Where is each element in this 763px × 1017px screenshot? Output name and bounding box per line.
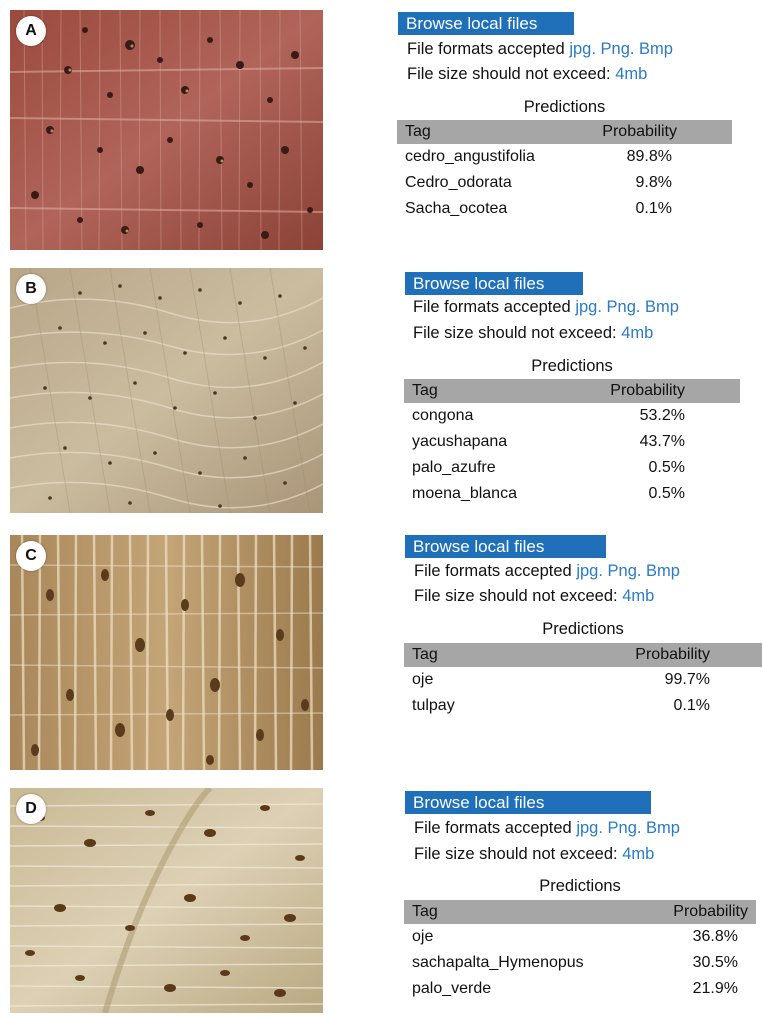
panel-letter-badge: A <box>16 16 46 46</box>
table-row: sachapalta_Hymenopus 30.5% <box>404 950 756 976</box>
predictions-title: Predictions <box>539 877 621 895</box>
table-row: Cedro_odorata 9.8% <box>397 170 732 196</box>
prediction-tag: moena_blanca <box>412 485 517 502</box>
prediction-probability: 21.9% <box>692 980 738 997</box>
file-formats-value: jpg. Png. Bmp <box>575 298 679 316</box>
browse-local-files-button[interactable]: Browse local files <box>405 535 606 558</box>
predictions-table: Tag Probability cedro_angustifolia 89.8%… <box>397 120 732 222</box>
file-size-label: File size should not exceed: <box>413 324 622 342</box>
file-size-line: File size should not exceed: 4mb <box>413 324 653 343</box>
probability-column-header: Probability <box>569 120 732 144</box>
panel-letter-badge: B <box>16 274 46 304</box>
file-formats-line: File formats accepted jpg. Png. Bmp <box>414 819 680 838</box>
table-row: moena_blanca 0.5% <box>404 481 740 507</box>
panel-letter-badge: C <box>16 541 46 571</box>
table-row: yacushapana 43.7% <box>404 429 740 455</box>
predictions-table: Tag Probability congona 53.2% yacushapan… <box>404 379 740 507</box>
tag-column-header: Tag <box>404 643 513 667</box>
prediction-tag: palo_azufre <box>412 459 496 476</box>
wood-image-c: C <box>10 535 323 770</box>
file-formats-line: File formats accepted jpg. Png. Bmp <box>407 40 673 59</box>
prediction-probability: 43.7% <box>639 433 685 450</box>
prediction-tag: palo_verde <box>412 980 492 997</box>
prediction-probability: 9.8% <box>635 174 672 191</box>
prediction-probability: 30.5% <box>692 954 738 971</box>
prediction-tag: cedro_angustifolia <box>405 148 535 165</box>
browse-local-files-button[interactable]: Browse local files <box>405 272 583 295</box>
tag-column-header: Tag <box>404 379 562 403</box>
prediction-probability: 89.8% <box>626 148 672 165</box>
table-row: oje 36.8% <box>404 924 756 950</box>
file-size-line: File size should not exceed: 4mb <box>414 845 654 864</box>
predictions-header-row: Tag Probability <box>404 379 740 403</box>
prediction-tag: Cedro_odorata <box>405 174 512 191</box>
file-size-line: File size should not exceed: 4mb <box>407 65 647 84</box>
file-formats-value: jpg. Png. Bmp <box>576 562 680 580</box>
file-formats-value: jpg. Png. Bmp <box>576 819 680 837</box>
prediction-tag: yacushapana <box>412 433 508 450</box>
browse-local-files-button[interactable]: Browse local files <box>398 12 574 35</box>
file-size-value: 4mb <box>621 324 654 342</box>
panel-a: A Browse local files File formats accept… <box>0 0 763 255</box>
table-row: oje 99.7% <box>404 667 762 693</box>
prediction-probability: 99.7% <box>664 671 710 688</box>
prediction-tag: Sacha_ocotea <box>405 200 508 217</box>
file-formats-label: File formats accepted <box>414 562 577 580</box>
probability-column-header: Probability <box>512 643 762 667</box>
file-size-line: File size should not exceed: 4mb <box>414 587 654 606</box>
table-row: Sacha_ocotea 0.1% <box>397 196 732 222</box>
file-formats-label: File formats accepted <box>413 298 576 316</box>
predictions-title: Predictions <box>542 620 624 638</box>
panel-d: D Browse local files File formats accept… <box>0 780 763 1017</box>
predictions-header-row: Tag Probability <box>404 643 762 667</box>
predictions-title: Predictions <box>531 357 613 375</box>
panel-c: C Browse local files File formats accept… <box>0 525 763 775</box>
prediction-probability: 36.8% <box>692 928 738 945</box>
file-size-label: File size should not exceed: <box>414 587 623 605</box>
file-size-label: File size should not exceed: <box>414 845 623 863</box>
file-formats-label: File formats accepted <box>414 819 577 837</box>
file-size-value: 4mb <box>615 65 648 83</box>
table-row: tulpay 0.1% <box>404 693 762 719</box>
table-row: congona 53.2% <box>404 403 740 429</box>
table-row: palo_azufre 0.5% <box>404 455 740 481</box>
prediction-probability: 0.1% <box>635 200 672 217</box>
file-formats-value: jpg. Png. Bmp <box>569 40 673 58</box>
predictions-title: Predictions <box>523 98 606 116</box>
file-size-value: 4mb <box>622 845 655 863</box>
predictions-header-row: Tag Probability <box>397 120 732 144</box>
prediction-probability: 53.2% <box>639 407 685 424</box>
file-size-label: File size should not exceed: <box>407 65 616 83</box>
tag-column-header: Tag <box>404 900 642 924</box>
prediction-probability: 0.1% <box>673 697 710 714</box>
predictions-table: Tag Probability oje 99.7% tulpay 0.1% <box>404 643 762 719</box>
wood-image-b: B <box>10 268 323 513</box>
predictions-table: Tag Probability oje 36.8% sachapalta_Hym… <box>404 900 756 1002</box>
prediction-tag: congona <box>412 407 474 424</box>
table-row: cedro_angustifolia 89.8% <box>397 144 732 170</box>
file-formats-line: File formats accepted jpg. Png. Bmp <box>414 562 680 581</box>
browse-local-files-button[interactable]: Browse local files <box>405 791 651 814</box>
panel-letter-badge: D <box>16 794 46 824</box>
table-row: palo_verde 21.9% <box>404 976 756 1002</box>
file-size-value: 4mb <box>622 587 655 605</box>
file-formats-line: File formats accepted jpg. Png. Bmp <box>413 298 679 317</box>
tag-column-header: Tag <box>397 120 570 144</box>
probability-column-header: Probability <box>641 900 756 924</box>
predictions-header-row: Tag Probability <box>404 900 756 924</box>
file-formats-label: File formats accepted <box>407 40 570 58</box>
prediction-tag: tulpay <box>412 697 455 714</box>
prediction-probability: 0.5% <box>648 485 685 502</box>
prediction-probability: 0.5% <box>648 459 685 476</box>
prediction-tag: sachapalta_Hymenopus <box>412 954 584 971</box>
wood-image-d: D <box>10 788 323 1013</box>
wood-image-a: A <box>10 10 323 250</box>
probability-column-header: Probability <box>561 379 740 403</box>
prediction-tag: oje <box>412 928 434 945</box>
panel-b: B Browse local files File formats accept… <box>0 262 763 517</box>
prediction-tag: oje <box>412 671 434 688</box>
